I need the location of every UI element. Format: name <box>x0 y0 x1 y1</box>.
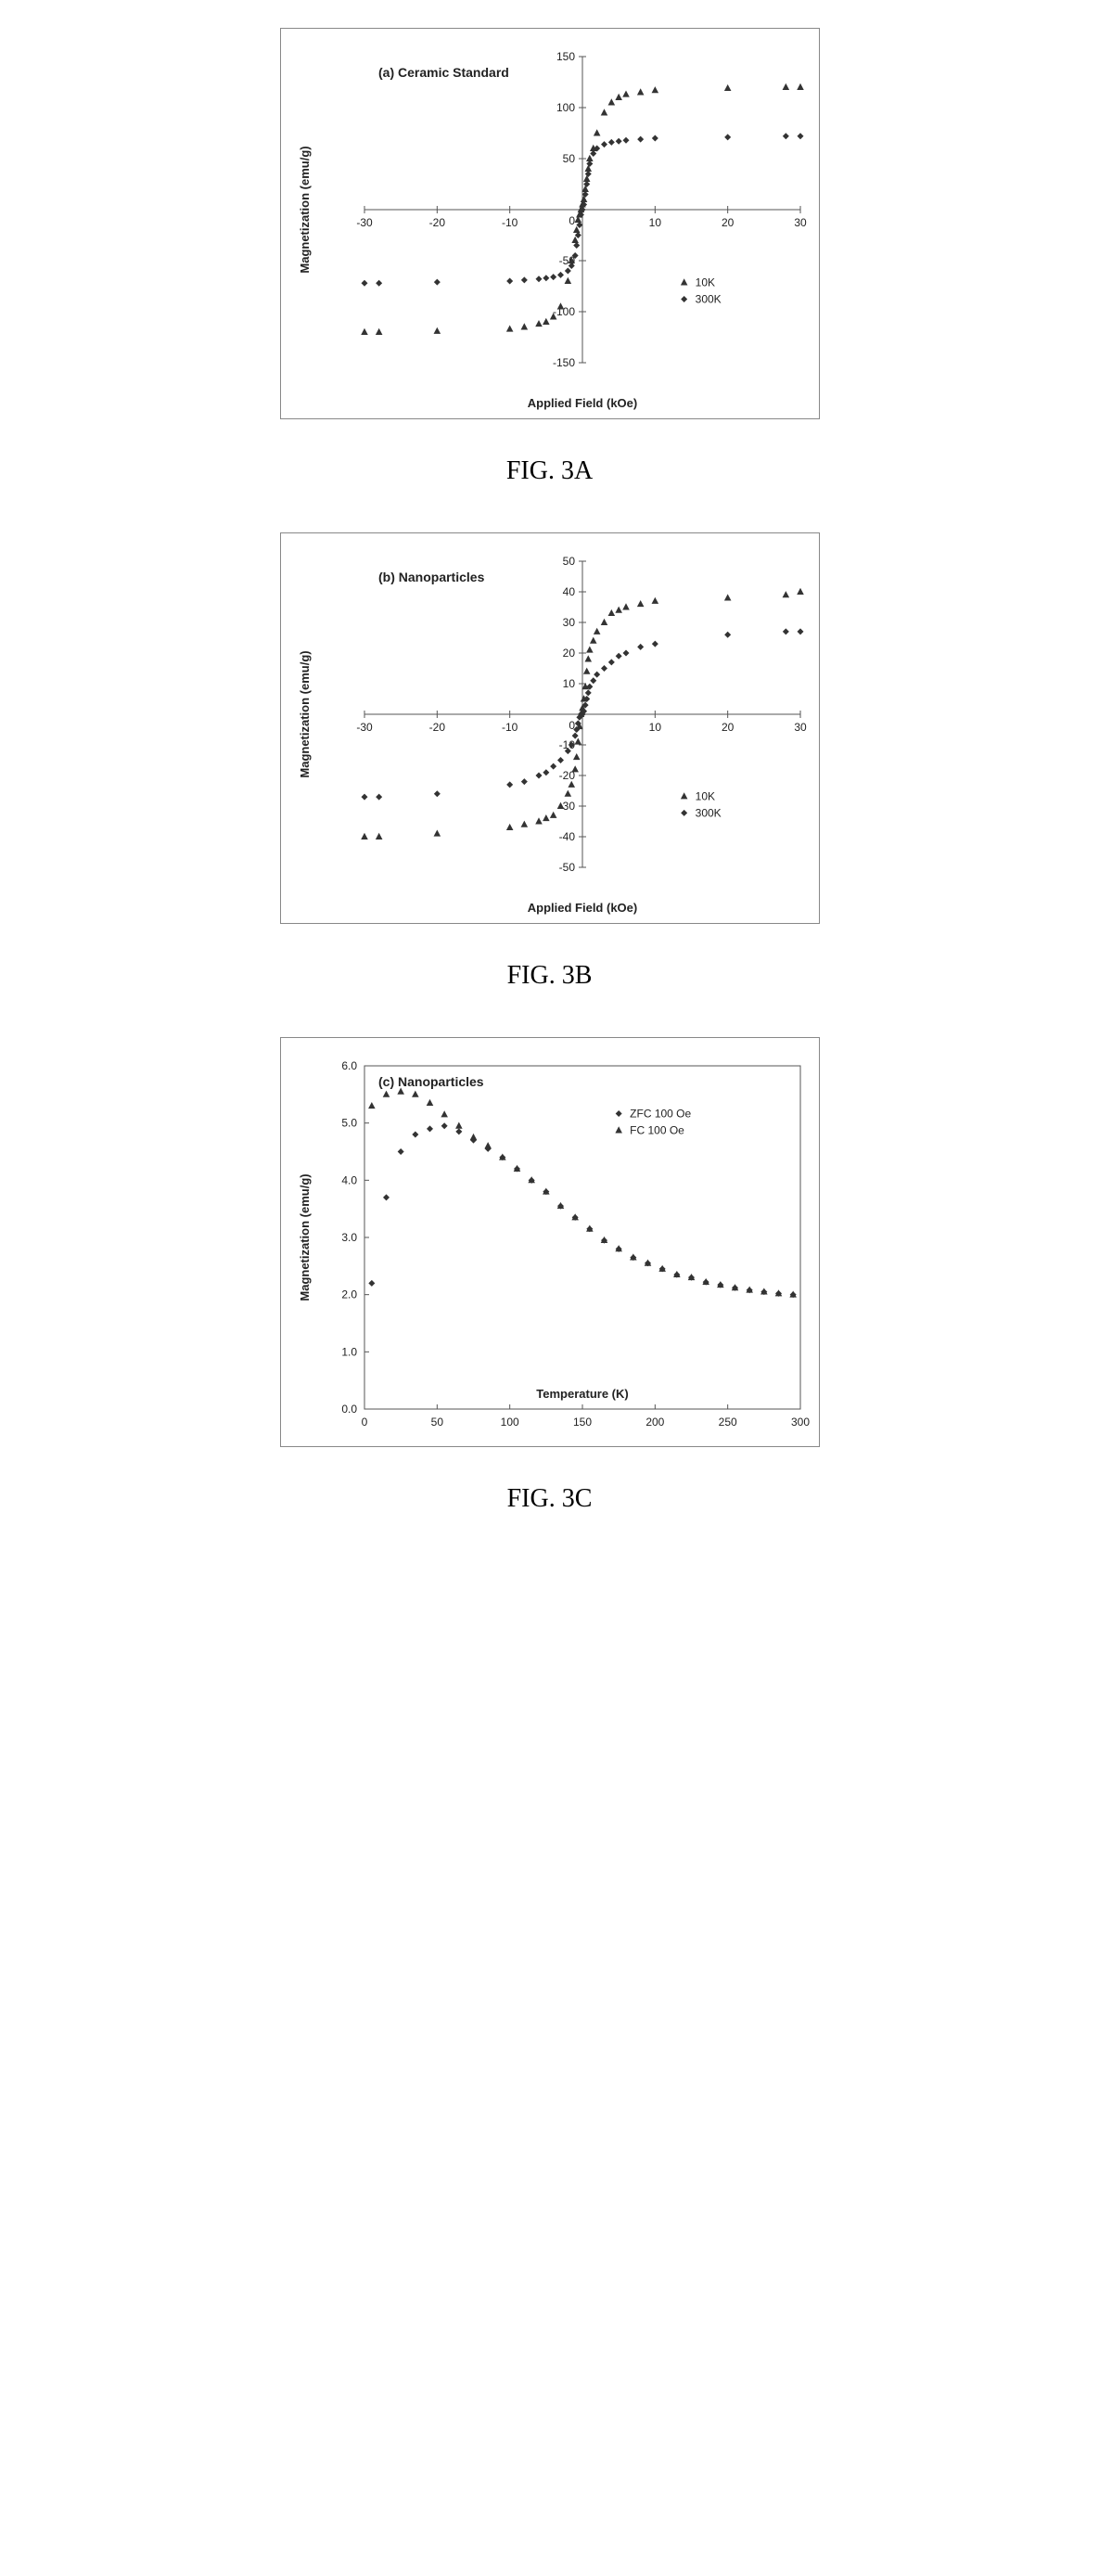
svg-text:150: 150 <box>572 1416 591 1429</box>
fig3b-svg: -30-20-10102030-50-40-30-20-101020304050… <box>281 533 819 923</box>
svg-text:4.0: 4.0 <box>341 1173 357 1186</box>
svg-text:200: 200 <box>645 1416 664 1429</box>
svg-text:2.0: 2.0 <box>341 1288 357 1301</box>
y-axis-label: Magnetization (emu/g) <box>298 146 312 273</box>
svg-text:50: 50 <box>562 152 575 165</box>
chart-title-inset: (a) Ceramic Standard <box>378 65 509 80</box>
x-axis-label: Temperature (K) <box>536 1387 628 1401</box>
svg-text:-100: -100 <box>552 305 574 318</box>
svg-text:20: 20 <box>721 216 734 229</box>
figure-3c-block: 0 50 100 150 200 250 300 0.0 1.0 2.0 3.0 4.0 5.0 6.0 (… <box>280 1037 820 1514</box>
svg-text:0: 0 <box>569 214 575 227</box>
svg-text:-150: -150 <box>552 356 574 369</box>
svg-text:-30: -30 <box>356 721 373 734</box>
legend-item: 300K <box>695 806 721 819</box>
svg-text:50: 50 <box>562 555 575 568</box>
svg-text:3.0: 3.0 <box>341 1231 357 1244</box>
svg-text:1.0: 1.0 <box>341 1345 357 1358</box>
svg-text:-30: -30 <box>356 216 373 229</box>
svg-text:40: 40 <box>562 585 575 598</box>
svg-text:10: 10 <box>648 216 661 229</box>
svg-text:0: 0 <box>361 1416 367 1429</box>
svg-text:20: 20 <box>562 647 575 660</box>
fig3b-chart: -30-20-10102030-50-40-30-20-101020304050… <box>280 532 820 924</box>
svg-text:50: 50 <box>430 1416 443 1429</box>
svg-text:100: 100 <box>556 101 574 114</box>
chart-title-inset: (c) Nanoparticles <box>378 1074 484 1089</box>
fig3c-chart: 0 50 100 150 200 250 300 0.0 1.0 2.0 3.0 4.0 5.0 6.0 (… <box>280 1037 820 1447</box>
svg-text:10: 10 <box>648 721 661 734</box>
chart-title-inset: (b) Nanoparticles <box>378 570 485 584</box>
svg-text:30: 30 <box>794 216 807 229</box>
svg-text:0.0: 0.0 <box>341 1403 357 1416</box>
legend-item: 300K <box>695 293 721 306</box>
y-axis-label: Magnetization (emu/g) <box>298 1173 312 1301</box>
legend-item: 10K <box>695 276 714 289</box>
svg-text:250: 250 <box>718 1416 736 1429</box>
fig3a-chart: -30-20-10102030-150-100-50501001500(a) C… <box>280 28 820 419</box>
legend-item: ZFC 100 Oe <box>630 1108 691 1121</box>
figure-3b-block: -30-20-10102030-50-40-30-20-101020304050… <box>280 532 820 991</box>
fig3a-caption: FIG. 3A <box>506 456 593 486</box>
svg-text:30: 30 <box>794 721 807 734</box>
svg-text:5.0: 5.0 <box>341 1117 357 1130</box>
svg-text:300: 300 <box>790 1416 809 1429</box>
y-axis-label: Magnetization (emu/g) <box>298 650 312 777</box>
fig3b-caption: FIG. 3B <box>507 961 593 991</box>
svg-text:20: 20 <box>721 721 734 734</box>
x-axis-label: Applied Field (kOe) <box>527 396 636 410</box>
legend-item: 10K <box>695 789 714 802</box>
svg-text:-40: -40 <box>558 830 575 843</box>
figure-3a-block: -30-20-10102030-150-100-50501001500(a) C… <box>280 28 820 486</box>
svg-text:100: 100 <box>500 1416 518 1429</box>
svg-text:-10: -10 <box>501 216 518 229</box>
fig3c-caption: FIG. 3C <box>507 1484 593 1514</box>
svg-text:6.0: 6.0 <box>341 1059 357 1072</box>
fig3c-svg: 0 50 100 150 200 250 300 0.0 1.0 2.0 3.0 4.0 5.0 6.0 (… <box>281 1038 819 1446</box>
fig3a-svg: -30-20-10102030-150-100-50501001500(a) C… <box>281 29 819 418</box>
svg-text:-50: -50 <box>558 861 575 874</box>
x-axis-label: Applied Field (kOe) <box>527 901 636 915</box>
svg-text:-20: -20 <box>428 216 445 229</box>
svg-text:-10: -10 <box>501 721 518 734</box>
svg-text:150: 150 <box>556 50 574 63</box>
svg-text:10: 10 <box>562 677 575 690</box>
svg-text:-20: -20 <box>428 721 445 734</box>
svg-text:30: 30 <box>562 616 575 629</box>
legend-item: FC 100 Oe <box>630 1124 684 1137</box>
